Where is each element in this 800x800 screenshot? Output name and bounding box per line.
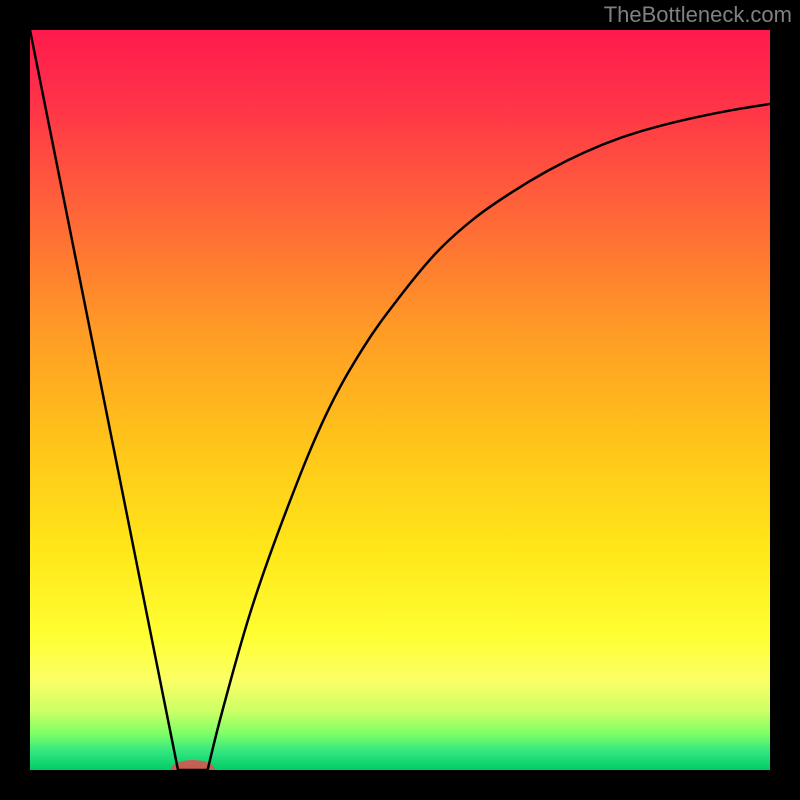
watermark-text: TheBottleneck.com xyxy=(604,2,792,28)
plot-background xyxy=(30,30,770,770)
chart-container: TheBottleneck.com xyxy=(0,0,800,800)
chart-svg xyxy=(0,0,800,800)
